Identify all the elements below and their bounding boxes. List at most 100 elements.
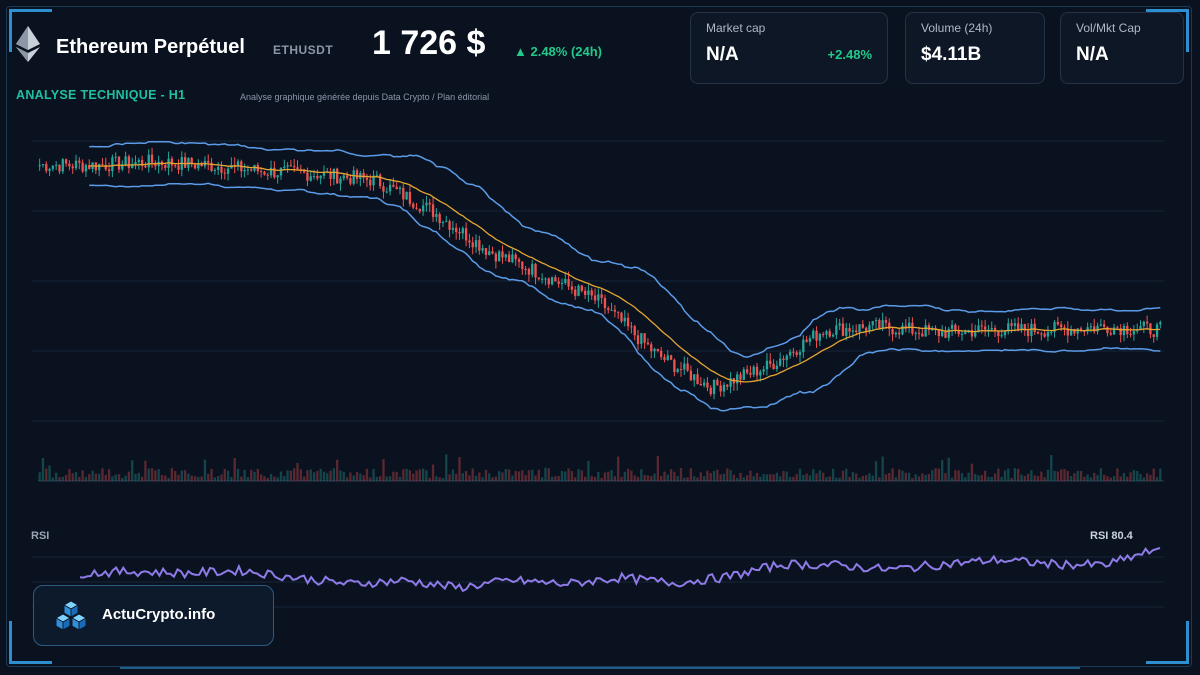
volume-bar <box>537 469 540 481</box>
bollinger-lower-line <box>89 182 1161 412</box>
stat-label: Vol/Mkt Cap <box>1076 21 1141 35</box>
candle-body <box>174 165 177 167</box>
bollinger-bands <box>89 140 1161 412</box>
volume-bar <box>729 469 732 481</box>
candle-body <box>217 166 220 170</box>
candle-body <box>445 221 448 223</box>
bollinger-upper-line <box>89 140 1161 358</box>
candle-body <box>514 254 517 260</box>
candle-body <box>1122 325 1126 336</box>
candle-body <box>302 170 306 173</box>
volume-bar <box>868 473 871 481</box>
candle-body <box>911 322 914 334</box>
volume-bar <box>1023 476 1026 481</box>
section-note: Analyse graphique générée depuis Data Cr… <box>240 92 490 102</box>
volume-bar <box>815 473 818 481</box>
candle-body <box>1099 324 1102 326</box>
volume-bar <box>686 477 689 481</box>
page-title: Ethereum Perpétuel <box>56 36 245 58</box>
candle-body <box>878 320 881 329</box>
candle-body <box>415 207 418 209</box>
volume-bar <box>1099 468 1102 481</box>
volume-bar <box>610 469 613 481</box>
volume-bar <box>841 470 845 481</box>
volume-bar <box>471 468 474 481</box>
volume-bar <box>1026 473 1030 481</box>
volume-bar <box>131 460 134 481</box>
volume-bar <box>769 474 772 481</box>
volume-bar <box>197 476 200 481</box>
candle-body <box>365 177 369 180</box>
volume-bar <box>183 470 187 481</box>
candle-body <box>259 171 263 173</box>
volume-bar <box>98 473 101 481</box>
volume-bar <box>107 469 111 481</box>
volume-bar <box>256 468 259 481</box>
volume-bar <box>663 471 666 481</box>
volume-bar <box>345 477 349 481</box>
candle-body <box>1119 327 1122 336</box>
brand-badge[interactable]: ActuCrypto.info <box>33 585 274 646</box>
candle-body <box>461 228 464 234</box>
volume-bar <box>699 472 702 481</box>
volume-bar <box>402 469 405 481</box>
candle-body <box>1159 322 1162 325</box>
candle-body <box>755 366 759 376</box>
volume-bar <box>557 475 560 481</box>
volume-bar <box>1056 471 1060 481</box>
volume-bar <box>134 473 137 481</box>
candle-body <box>38 165 41 167</box>
candle-body <box>61 159 64 172</box>
volume-bar <box>878 477 881 481</box>
volume-bar <box>455 473 458 481</box>
candle-body <box>1089 326 1093 328</box>
candle-body <box>524 268 527 270</box>
candle-body <box>455 227 458 233</box>
candle-body <box>451 227 455 230</box>
volume-bar <box>170 468 174 481</box>
volume-bar <box>236 468 240 481</box>
candle-body <box>521 261 524 269</box>
candle-body <box>319 175 322 179</box>
volume-bar <box>1033 475 1036 481</box>
current-price: 1 726 $ <box>372 24 486 62</box>
candle-body <box>580 285 583 291</box>
volume-bar <box>431 464 435 481</box>
candle-body <box>689 370 693 381</box>
volume-bar <box>835 477 838 481</box>
candle-body <box>64 159 68 164</box>
volume-bar <box>997 468 1000 481</box>
volume-bar <box>253 471 256 481</box>
candle-body <box>702 382 706 386</box>
candle-body <box>821 333 825 335</box>
candle-body <box>269 167 273 176</box>
candle-body <box>306 172 309 181</box>
candle-body <box>190 158 193 165</box>
candle-body <box>1129 334 1132 336</box>
volume-bar <box>1096 475 1099 481</box>
volume-bar <box>147 468 150 481</box>
candle-body <box>884 320 888 323</box>
volume-bar <box>319 468 322 481</box>
volume-bar <box>980 474 983 481</box>
volume-bar <box>164 475 167 481</box>
frame-edge <box>120 667 1080 669</box>
volume-bar <box>226 470 230 481</box>
candle-body <box>197 162 200 169</box>
volume-bar <box>798 468 802 481</box>
candle-body <box>792 351 795 353</box>
ethereum-icon <box>16 26 40 62</box>
candle-body <box>851 330 855 332</box>
candle-body <box>81 162 84 172</box>
candle-body <box>279 167 283 176</box>
volume-bar <box>1142 477 1145 481</box>
volume-bar <box>782 470 785 481</box>
volume-bar <box>1149 474 1152 481</box>
candle-body <box>164 165 167 168</box>
moving-average-line <box>89 162 1161 383</box>
candle-body <box>283 166 286 168</box>
volume-bar <box>160 475 164 481</box>
volume-bar <box>388 476 392 481</box>
candle-body <box>71 166 74 169</box>
candle-body <box>597 294 600 301</box>
